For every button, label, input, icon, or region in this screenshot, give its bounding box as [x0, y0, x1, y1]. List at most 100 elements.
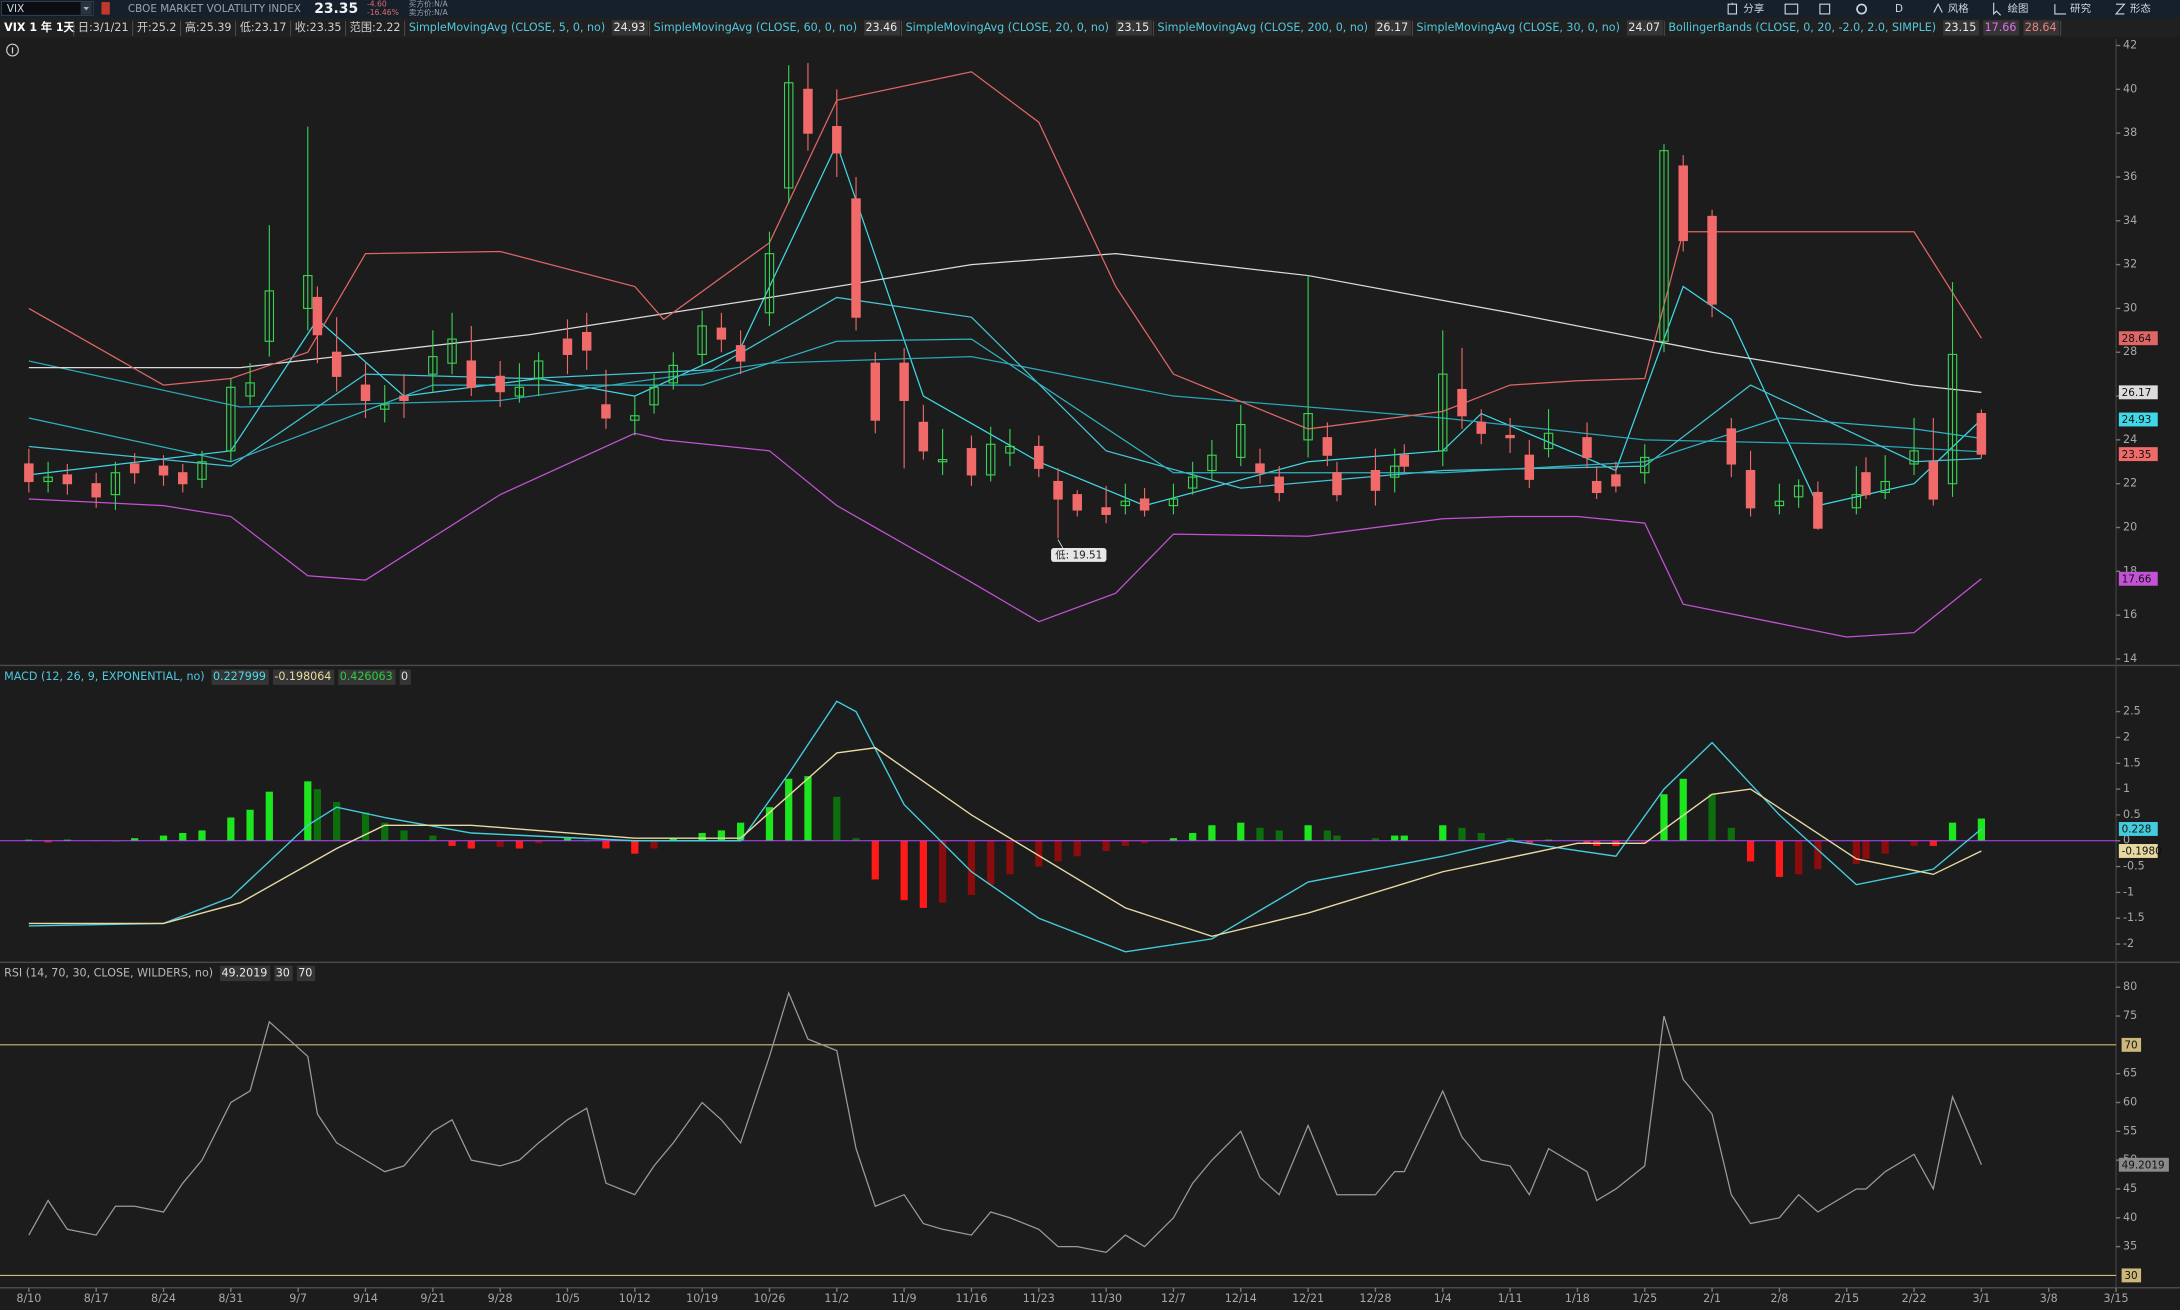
candle-body — [1120, 500, 1131, 507]
y-tick-label: 65 — [2123, 1067, 2137, 1080]
y-tick-label: 60 — [2123, 1096, 2137, 1109]
candle-body — [1139, 498, 1150, 511]
symbol-input[interactable] — [0, 0, 94, 16]
legend-value-box — [274, 965, 293, 982]
candle-body — [1678, 165, 1688, 242]
action-draw[interactable]: 绘图 — [2008, 2, 2029, 15]
histogram-bar — [1641, 840, 1649, 844]
y-tick-label: 16 — [2123, 608, 2137, 621]
histogram-bar — [1035, 840, 1043, 867]
style-icon — [1933, 2, 1943, 13]
macd-line — [28, 747, 1982, 938]
histogram-bar — [1583, 840, 1591, 844]
histogram-bar — [1881, 840, 1889, 854]
candle-body — [1274, 476, 1284, 494]
annotation-box — [1051, 547, 1107, 562]
histogram-bar — [1208, 825, 1216, 841]
candle-body — [43, 476, 53, 483]
symbol[interactable]: VIX — [7, 3, 24, 15]
legend-value-box — [296, 965, 316, 982]
candle-body — [1072, 494, 1082, 511]
y-tick-label: 24 — [2123, 433, 2137, 446]
icon-button[interactable] — [1819, 3, 1831, 15]
value-tag: 24.93 — [2122, 414, 2152, 426]
histogram-bar — [1140, 840, 1149, 844]
candle-body — [1255, 463, 1265, 474]
candle-body — [1457, 388, 1467, 417]
candle-body — [303, 274, 313, 309]
study-value: 24.07 — [1628, 21, 1660, 34]
symbol-flag — [101, 2, 110, 15]
x-tick-label: 1/4 — [1434, 1292, 1452, 1305]
x-tick-label: 8/17 — [84, 1292, 109, 1305]
legend-value-box — [1374, 20, 1411, 36]
histogram-bar — [1400, 835, 1408, 841]
histogram-bar — [1862, 840, 1870, 859]
legend-value-box — [1626, 20, 1663, 36]
candle-body — [918, 421, 929, 452]
histogram-bar — [304, 781, 312, 841]
action-style[interactable]: 风格 — [1948, 2, 1969, 15]
action-patterns[interactable]: 形态 — [2130, 2, 2151, 15]
value-tag-box — [2118, 412, 2158, 427]
candle-body — [581, 331, 592, 351]
histogram-bar — [563, 838, 572, 841]
x-tick-label: 2/1 — [1703, 1292, 1721, 1305]
histogram-bar — [938, 840, 947, 903]
icon-button[interactable] — [1784, 3, 1799, 15]
x-tick-label: 3/15 — [2104, 1292, 2129, 1305]
study-line — [28, 142, 1982, 507]
x-tick-label: 3/8 — [2040, 1292, 2058, 1305]
candle-body — [716, 327, 727, 340]
histogram-bar — [1727, 827, 1735, 841]
study-value: 0.426063 — [340, 670, 393, 683]
action-studies[interactable]: 研究 — [2070, 2, 2091, 15]
candle-body — [331, 351, 342, 377]
histogram-bar — [1237, 822, 1245, 841]
candle-body — [110, 472, 121, 496]
settings-icon[interactable] — [1856, 3, 1868, 15]
x-tick-label: 1/25 — [1632, 1292, 1657, 1305]
histogram-bar — [1814, 840, 1822, 870]
candle-body — [24, 463, 34, 483]
y-tick-label: 35 — [2123, 1240, 2137, 1253]
candle-body — [851, 198, 861, 318]
candle-body — [697, 325, 707, 355]
y-tick-label: 34 — [2123, 214, 2137, 227]
study-line — [28, 71, 1982, 430]
histogram-bar — [987, 840, 995, 885]
candle-body — [649, 386, 659, 406]
period-button[interactable]: D — [1895, 3, 1903, 15]
ohlc-stat: 收:23.35 — [295, 20, 342, 34]
candle-body — [129, 463, 140, 474]
y-tick-label: -0.5 — [2123, 860, 2145, 873]
value-tag: 23.35 — [2122, 449, 2152, 461]
value-tag: 28.64 — [2122, 333, 2152, 345]
reference-tag: 30 — [2124, 1270, 2137, 1282]
action-share[interactable]: 分享 — [1743, 2, 1764, 15]
histogram-bar — [429, 835, 437, 841]
x-tick-label: 10/26 — [753, 1292, 785, 1305]
histogram-bar — [1275, 830, 1283, 841]
candle-body — [601, 404, 611, 419]
y-tick-label: 40 — [2123, 1211, 2137, 1224]
study-icon — [2054, 4, 2066, 15]
study-name: SimpleMovingAvg (CLOSE, 20, 0, no) — [906, 21, 1109, 34]
candle-body — [562, 338, 573, 355]
candle-body — [62, 474, 73, 485]
legend-value-box — [1115, 20, 1152, 36]
study-value: 70 — [298, 966, 312, 979]
x-tick-label: 9/7 — [289, 1292, 307, 1305]
candle-body — [1332, 472, 1342, 496]
info-button[interactable] — [6, 43, 19, 57]
candle-body — [783, 82, 794, 189]
candle-body — [399, 395, 409, 401]
candle-body — [1851, 494, 1862, 509]
histogram-bar — [1371, 838, 1380, 841]
y-tick-label: 40 — [2123, 82, 2137, 95]
x-tick-label: 3/1 — [1972, 1292, 1990, 1305]
candle-body — [1774, 500, 1785, 507]
histogram-bar — [1660, 794, 1668, 841]
study-value: 23.15 — [1944, 21, 1976, 34]
